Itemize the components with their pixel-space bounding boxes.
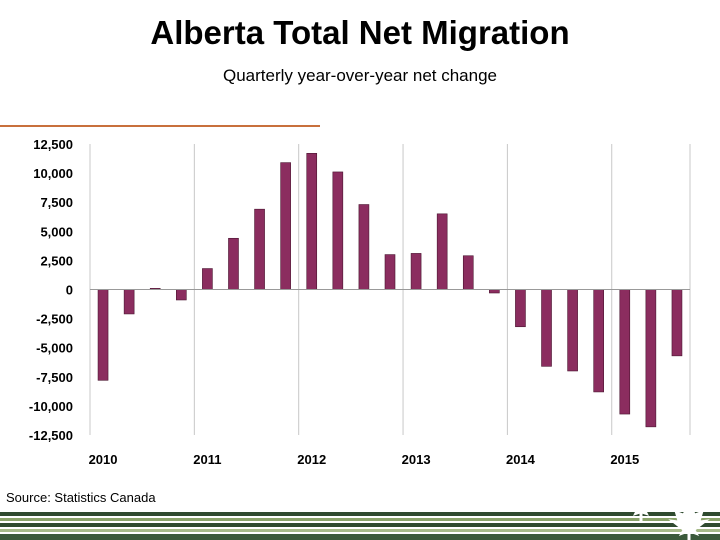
footer-stripe-dark-2	[0, 523, 720, 527]
bar	[436, 213, 448, 290]
bar	[489, 289, 500, 294]
bar-chart: 12,500 10,000 7,500 5,000 2,500 0 -2,500 -5,000…	[29, 137, 691, 467]
bar	[332, 171, 344, 290]
bar	[567, 289, 578, 372]
bar	[358, 204, 370, 290]
y-tick-label: 7,500	[40, 195, 73, 210]
bar	[228, 237, 239, 290]
bar	[619, 289, 631, 415]
x-tick-label: 2012	[297, 452, 326, 467]
x-tick-label: 2015	[610, 452, 639, 467]
footer-stripe-light-2	[0, 529, 720, 532]
x-tick-label: 2011	[193, 452, 221, 467]
y-tick-label: 5,000	[40, 224, 73, 239]
y-tick-label: 10,000	[33, 166, 73, 181]
y-axis-tick-labels: 12,500 10,000 7,500 5,000 2,500 0 -2,500 -5,000…	[29, 137, 73, 443]
footer-stripe-dark-3	[0, 534, 720, 540]
bar-series	[97, 153, 683, 428]
chart-subtitle: Quarterly year-over-year net change	[222, 66, 498, 85]
bar	[202, 268, 213, 290]
y-tick-label: 2,500	[40, 253, 73, 268]
footer-stripe-dark	[0, 512, 720, 516]
bar	[671, 289, 683, 357]
bar	[123, 289, 135, 315]
bar	[462, 255, 474, 290]
bar	[384, 254, 396, 290]
y-tick-label: -2,500	[36, 312, 73, 327]
source-note: Source: Statistics Canada	[6, 490, 156, 505]
x-tick-label: 2014	[506, 452, 536, 467]
bar	[515, 289, 526, 328]
maple-leaf-icon	[624, 485, 710, 540]
y-tick-label: -10,000	[29, 399, 73, 414]
chart-title: Alberta Total Net Migration	[150, 14, 570, 51]
bar	[306, 153, 318, 290]
y-tick-label: -5,000	[36, 341, 73, 356]
footer-stripes	[0, 510, 720, 540]
y-tick-label: -7,500	[36, 370, 73, 385]
y-tick-label: 0	[66, 283, 73, 298]
x-tick-label: 2013	[402, 452, 431, 467]
y-tick-label: 12,500	[33, 137, 73, 152]
footer-stripe-light	[0, 518, 720, 521]
bar	[254, 208, 265, 290]
y-tick-label: -12,500	[29, 428, 73, 443]
bar	[645, 289, 657, 428]
bar	[280, 162, 291, 290]
bar	[410, 253, 422, 290]
bar	[97, 289, 109, 381]
bar	[593, 289, 604, 393]
bar	[541, 289, 552, 367]
x-tick-label: 2010	[89, 452, 118, 467]
bar	[176, 289, 187, 301]
x-axis-tick-labels: 2010 2011 2012 2013 2014 2015	[89, 452, 640, 467]
accent-rule	[0, 125, 320, 127]
